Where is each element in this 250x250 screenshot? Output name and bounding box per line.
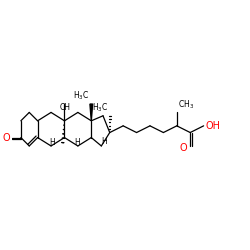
Text: H: H — [49, 138, 55, 147]
Text: H: H — [101, 137, 107, 146]
Text: CH: CH — [60, 102, 71, 112]
Text: H$_3$C: H$_3$C — [73, 89, 90, 102]
Text: CH$_3$: CH$_3$ — [178, 98, 195, 111]
Polygon shape — [90, 104, 93, 121]
Text: H: H — [74, 138, 80, 147]
Text: H$_3$C: H$_3$C — [92, 102, 108, 114]
Text: O: O — [179, 143, 187, 153]
Text: O: O — [2, 132, 10, 142]
Text: OH: OH — [205, 121, 220, 131]
